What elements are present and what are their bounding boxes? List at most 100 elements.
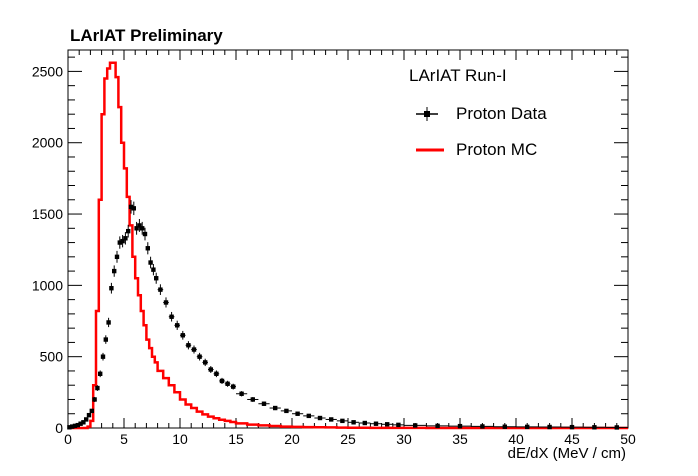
data-point <box>191 347 197 352</box>
x-tick-label: 30 <box>396 431 412 447</box>
data-point <box>362 420 367 426</box>
data-point <box>92 397 97 402</box>
data-point <box>84 417 89 422</box>
data-point <box>109 286 114 291</box>
y-tick-label: 500 <box>40 349 64 365</box>
data-point <box>151 267 156 272</box>
x-tick-label: 0 <box>64 431 72 447</box>
data-point <box>128 204 134 210</box>
data-point <box>158 287 163 292</box>
data-point <box>140 226 145 231</box>
data-point <box>480 424 485 429</box>
data-point <box>273 405 278 411</box>
data-point <box>413 423 418 428</box>
data-point <box>239 391 244 396</box>
data-point <box>134 226 139 231</box>
data-point <box>250 397 255 402</box>
y-tick-label: 1000 <box>32 277 63 293</box>
data-point <box>231 384 236 389</box>
data-point <box>317 415 323 421</box>
data-point <box>154 276 159 281</box>
data-point <box>261 401 267 406</box>
data-point <box>525 424 530 430</box>
data-point <box>103 337 108 342</box>
data-point <box>614 425 619 430</box>
y-tick-label: 2000 <box>32 135 63 151</box>
data-point <box>78 421 83 426</box>
data-point <box>329 417 334 422</box>
data-point <box>502 424 507 429</box>
data-marker-icon <box>416 107 438 121</box>
data-point <box>75 422 80 428</box>
data-point <box>89 408 94 414</box>
data-point <box>112 268 117 274</box>
data-point <box>81 420 86 425</box>
x-tick-label: 40 <box>508 431 524 447</box>
data-point <box>457 423 463 429</box>
data-point <box>203 360 208 365</box>
data-point <box>86 412 92 418</box>
data-point <box>137 223 142 228</box>
data-point <box>435 423 440 429</box>
legend-label-data: Proton Data <box>456 104 547 123</box>
legend-header: LArIAT Run-I <box>409 66 507 85</box>
legend-label-mc: Proton MC <box>456 140 538 159</box>
data-point <box>145 246 150 251</box>
y-tick-label: 0 <box>55 420 63 436</box>
data-point <box>385 422 390 427</box>
data-point <box>180 333 185 338</box>
data-point <box>67 425 72 430</box>
y-tick-label: 2500 <box>32 63 63 79</box>
data-point <box>72 423 78 429</box>
data-point <box>169 314 174 319</box>
data-point <box>175 323 180 328</box>
data-point <box>131 206 136 211</box>
data-point <box>295 411 300 416</box>
data-point <box>351 420 356 425</box>
x-tick-label: 35 <box>452 431 468 447</box>
data-point <box>396 422 401 428</box>
data-point <box>186 343 191 348</box>
data-point <box>569 424 575 430</box>
data-point <box>214 371 219 376</box>
data-point <box>106 320 111 325</box>
data-point <box>163 300 169 305</box>
x-tick-label: 25 <box>340 431 356 447</box>
mc-line-icon <box>416 148 444 152</box>
data-point <box>117 240 122 245</box>
data-point <box>95 385 100 391</box>
mc-step-line <box>68 61 628 430</box>
x-tick-label: 50 <box>620 431 636 447</box>
x-axis-label: dE/dX (MeV / cm) <box>508 445 626 462</box>
x-tick-label: 15 <box>228 431 244 447</box>
data-point <box>197 354 202 359</box>
data-point <box>284 408 289 414</box>
data-point <box>120 238 125 244</box>
legend-entry-data: Proton Data <box>400 102 620 126</box>
data-point <box>225 381 230 386</box>
legend: LArIAT Run-I Proton Data Proton MC <box>400 62 620 182</box>
data-point <box>126 228 131 234</box>
data-point <box>219 378 225 384</box>
data-point <box>592 425 597 430</box>
x-tick-label: 5 <box>120 431 128 447</box>
data-point <box>142 231 148 237</box>
y-tick-label: 1500 <box>32 206 63 222</box>
x-tick-label: 10 <box>172 431 188 447</box>
data-point <box>306 413 311 419</box>
data-point <box>373 421 379 426</box>
legend-entry-mc: Proton MC <box>400 138 620 162</box>
data-point <box>123 236 128 241</box>
data-point <box>148 260 153 265</box>
data-point <box>547 424 552 430</box>
data-point <box>114 254 120 260</box>
data-point <box>208 367 213 372</box>
data-point <box>340 418 345 424</box>
chart-title: LArIAT Preliminary <box>70 26 223 45</box>
data-point <box>98 371 103 376</box>
x-tick-label: 45 <box>564 431 580 447</box>
x-tick-label: 20 <box>284 431 300 447</box>
data-point <box>100 354 106 359</box>
data-point <box>70 424 75 429</box>
